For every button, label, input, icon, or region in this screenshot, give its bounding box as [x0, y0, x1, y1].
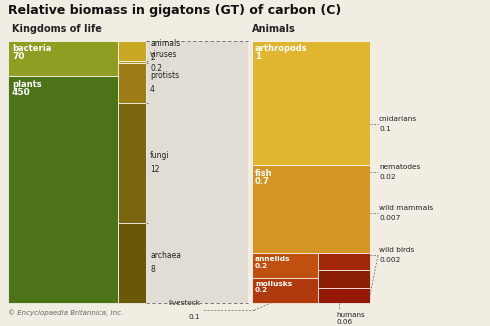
Text: bacteria: bacteria — [12, 44, 51, 53]
Text: humans: humans — [337, 312, 366, 319]
Bar — [252, 277, 318, 303]
Text: 1: 1 — [255, 52, 261, 61]
Text: 0.002: 0.002 — [379, 257, 400, 263]
Text: 0.2: 0.2 — [150, 64, 162, 72]
Text: 0.1: 0.1 — [189, 314, 200, 320]
Text: fish: fish — [255, 169, 272, 178]
Text: © Encyclopaedia Britannica, Inc.: © Encyclopaedia Britannica, Inc. — [8, 310, 123, 316]
Text: fungi: fungi — [150, 151, 170, 159]
Text: animals: animals — [150, 38, 180, 48]
Text: 0.2: 0.2 — [255, 262, 268, 269]
Bar — [252, 253, 318, 277]
Text: Kingdoms of life: Kingdoms of life — [12, 24, 102, 34]
Text: 0.007: 0.007 — [379, 215, 400, 221]
Text: 70: 70 — [12, 52, 24, 61]
Text: nematodes: nematodes — [379, 164, 420, 170]
Bar — [118, 40, 146, 61]
Polygon shape — [146, 40, 248, 303]
Text: 2: 2 — [150, 52, 155, 62]
Text: 8: 8 — [150, 264, 155, 274]
Bar — [118, 63, 146, 103]
Text: mollusks: mollusks — [255, 281, 292, 287]
Text: annelids: annelids — [255, 256, 291, 261]
Bar — [118, 103, 146, 223]
Text: 0.2: 0.2 — [255, 288, 268, 293]
Text: viruses: viruses — [150, 50, 177, 59]
Bar — [8, 40, 118, 76]
Bar — [318, 253, 370, 270]
Text: Animals: Animals — [252, 24, 296, 34]
Text: 12: 12 — [150, 165, 160, 173]
Bar — [118, 61, 146, 63]
Bar — [318, 288, 370, 303]
Text: livestock: livestock — [168, 301, 200, 306]
Text: 0.06: 0.06 — [337, 319, 353, 325]
Bar — [318, 270, 370, 288]
Text: archaea: archaea — [150, 251, 181, 259]
Text: protists: protists — [150, 70, 179, 80]
Bar — [252, 165, 370, 253]
Text: 4: 4 — [150, 84, 155, 94]
Text: 0.7: 0.7 — [255, 177, 270, 186]
Text: cnidarians: cnidarians — [379, 116, 417, 122]
Text: 450: 450 — [12, 88, 31, 97]
Text: Relative biomass in gigatons (GT) of carbon (C): Relative biomass in gigatons (GT) of car… — [8, 4, 341, 17]
Bar — [252, 40, 370, 165]
Bar — [8, 76, 118, 303]
Text: wild birds: wild birds — [379, 247, 414, 253]
Text: 0.1: 0.1 — [379, 126, 391, 132]
Text: arthropods: arthropods — [255, 44, 308, 53]
Text: wild mammals: wild mammals — [379, 205, 433, 212]
Bar — [118, 223, 146, 303]
Text: plants: plants — [12, 80, 42, 89]
Text: 0.02: 0.02 — [379, 173, 395, 180]
